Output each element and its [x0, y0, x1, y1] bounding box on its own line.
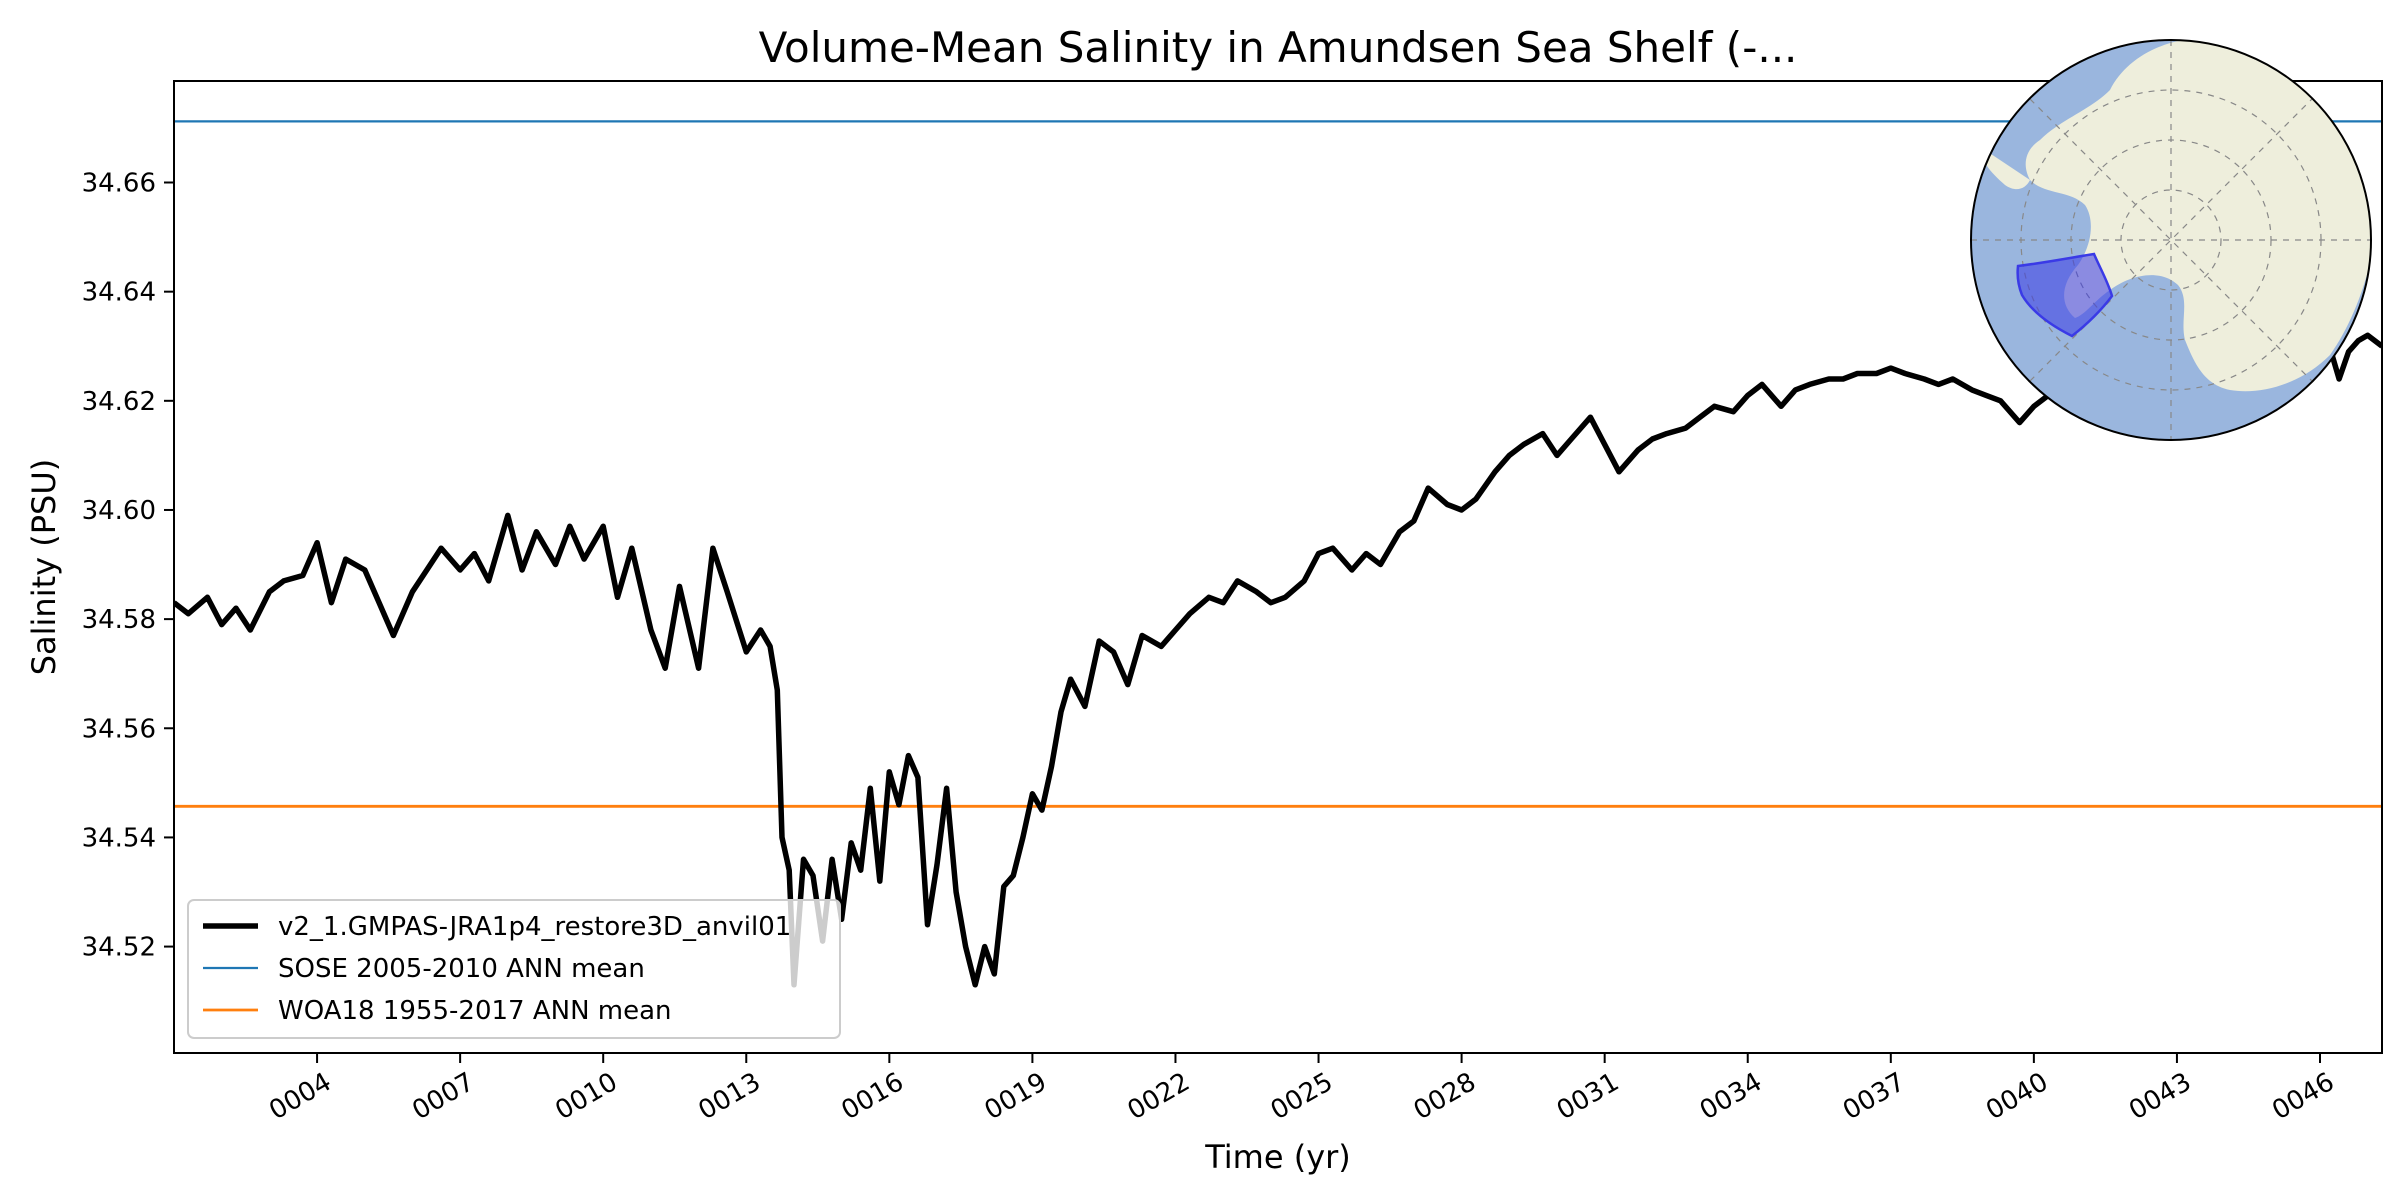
legend-label-woa: WOA18 1955-2017 ANN mean	[278, 996, 672, 1026]
map-border	[1970, 39, 2372, 441]
y-axis-label: Salinity (PSU)	[25, 459, 63, 676]
legend-box	[187, 899, 841, 1039]
map-graticule	[1971, 40, 2371, 440]
chart-title: Volume-Mean Salinity in Amundsen Sea She…	[759, 23, 1798, 72]
y-tick-label: 34.52	[82, 933, 156, 963]
model-salinity-series-line	[174, 327, 2382, 988]
map-antarctica-land	[2025, 40, 2371, 392]
legend-label-sose: SOSE 2005-2010 ANN mean	[278, 954, 645, 984]
plot-frame	[173, 80, 2383, 1054]
legend: v2_1.GMPAS-JRA1p4_restore3D_anvil01 SOSE…	[187, 899, 841, 1039]
y-tick-label: 34.64	[82, 278, 156, 308]
y-tick-label: 34.56	[82, 714, 156, 744]
y-tick-label: 34.58	[82, 605, 156, 635]
map-amundsen-sea-region	[2016, 252, 2114, 338]
map-antarctic-peninsula	[1982, 150, 2030, 190]
y-tick-label: 34.60	[82, 496, 156, 526]
y-tick-label: 34.54	[82, 823, 156, 853]
y-axis-ticks: 34.52 34.54 34.56 34.58 34.60 34.62 34.64 34.66	[82, 169, 174, 963]
legend-label-model: v2_1.GMPAS-JRA1p4_restore3D_anvil01	[278, 912, 791, 942]
x-axis-label: Time (yr)	[1204, 1138, 1351, 1176]
y-tick-label: 34.66	[82, 169, 156, 199]
inset-region-map	[1970, 39, 2372, 441]
y-tick-label: 34.62	[82, 387, 156, 417]
